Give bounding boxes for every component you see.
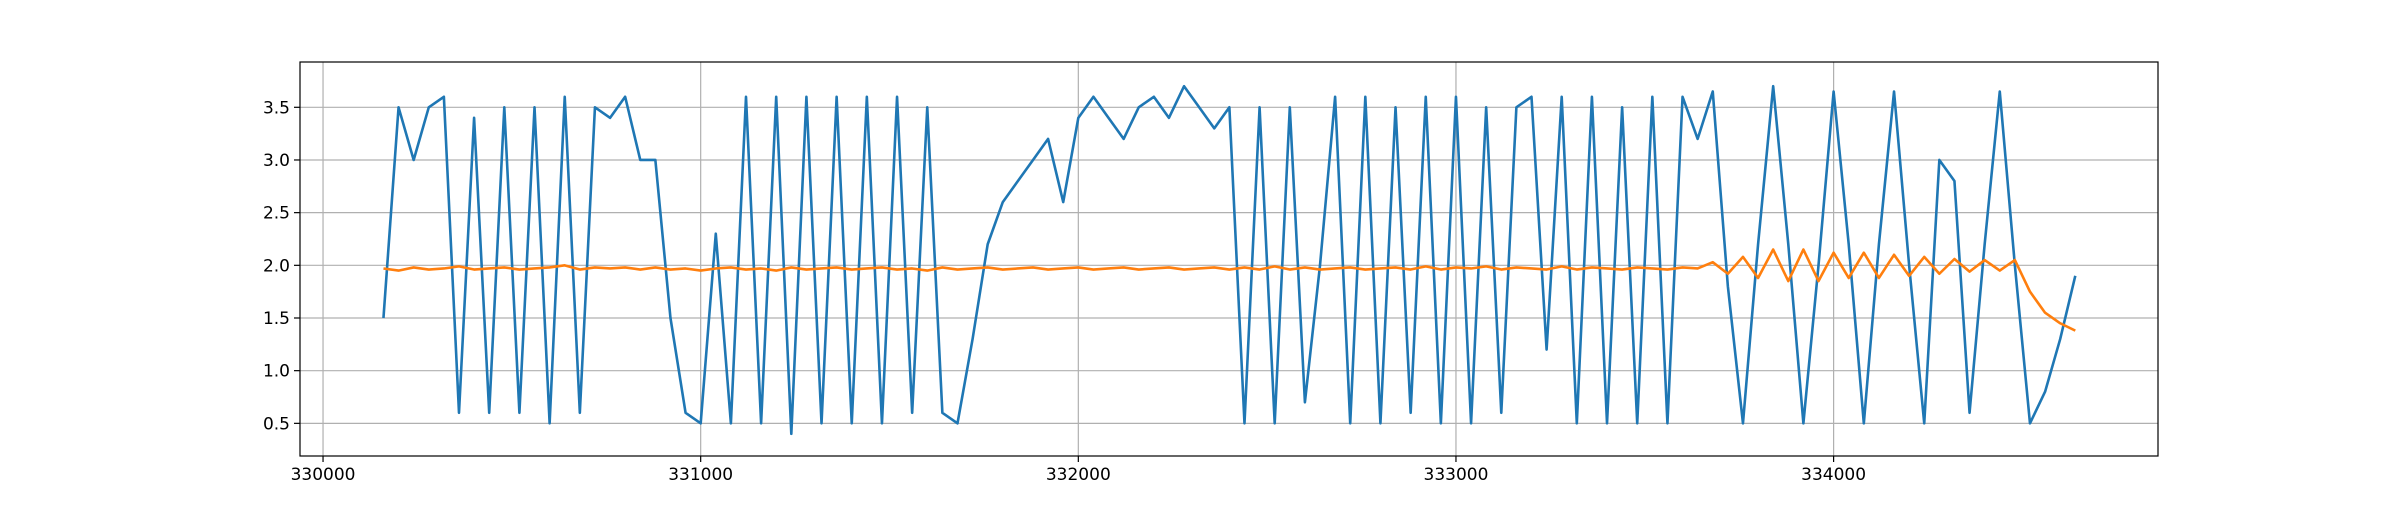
data-line: [382, 84, 2077, 436]
y-tick-label: 3.5: [263, 98, 290, 118]
y-tick-label: 2.5: [263, 204, 290, 224]
y-tick-label: 2.0: [263, 256, 290, 276]
y-tick-label: 1.5: [263, 309, 290, 329]
y-tick-label: 3.0: [263, 151, 290, 171]
x-tick-label: 333000: [1424, 465, 1489, 485]
plot-frame: [299, 61, 2159, 457]
x-tick-label: 332000: [1046, 465, 1111, 485]
data-line: [383, 248, 2076, 332]
y-tick-label: 0.5: [263, 414, 290, 434]
y-tick-label: 1.0: [263, 362, 290, 382]
x-tick-label: 330000: [291, 465, 356, 485]
x-tick-label: 331000: [668, 465, 733, 485]
x-tick-label: 334000: [1801, 465, 1866, 485]
